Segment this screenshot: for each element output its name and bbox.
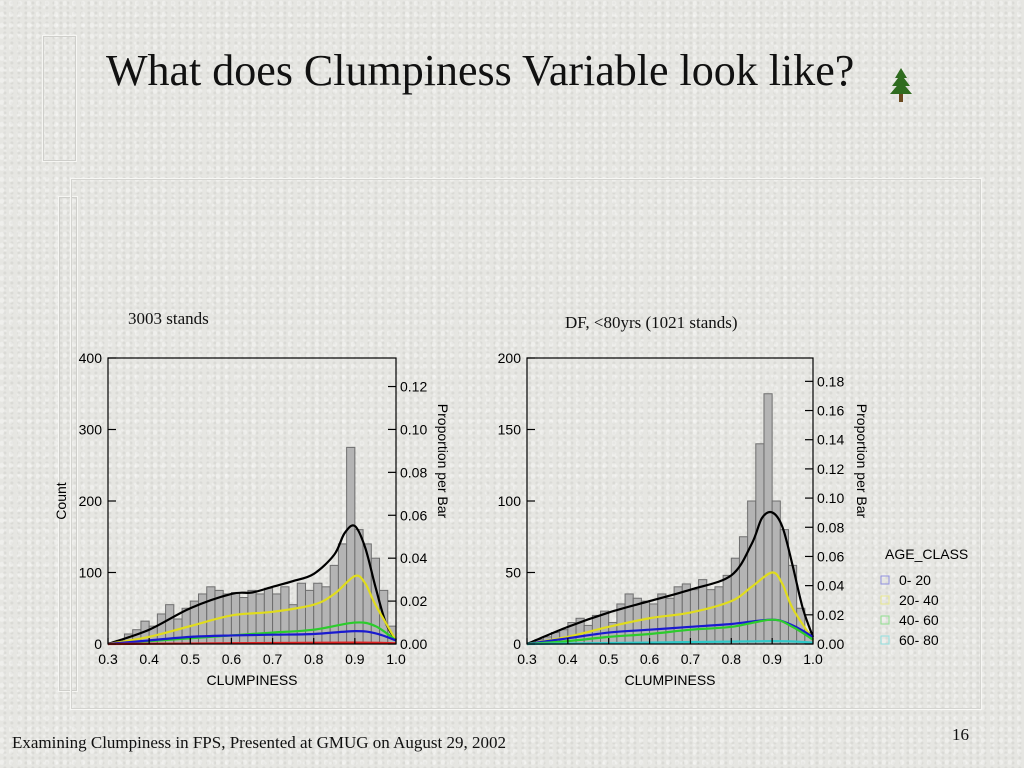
- y-tick-label: 150: [498, 422, 522, 438]
- y-tick-label: 300: [79, 422, 103, 438]
- y2-tick-label: 0.08: [817, 519, 844, 535]
- legend-label: 40- 60: [899, 612, 939, 628]
- series-line: [107, 630, 397, 646]
- legend-swatch: [880, 635, 890, 645]
- legend-label: 0- 20: [899, 572, 931, 588]
- series-line: [107, 524, 397, 646]
- decorative-bar-top: [42, 35, 77, 162]
- histogram-bar: [640, 600, 651, 645]
- legend-swatch: [880, 615, 890, 625]
- x-tick-label: 0.7: [681, 651, 701, 667]
- y2-tick-label: 0.04: [817, 578, 844, 594]
- decorative-bar-left: [58, 196, 78, 692]
- x-tick-label: 0.4: [558, 651, 578, 667]
- y2-axis-label: Proportion per Bar: [435, 404, 451, 519]
- content-frame: [70, 178, 982, 710]
- x-tick-label: 0.9: [762, 651, 782, 667]
- histogram-bar: [272, 593, 282, 645]
- y-tick-label: 100: [79, 565, 103, 581]
- x-tick-label: 0.3: [98, 651, 118, 667]
- histogram-bar: [288, 604, 298, 645]
- y2-axis-label: Proportion per Bar: [854, 404, 870, 519]
- histogram-bar: [255, 593, 265, 645]
- y2-tick-label: 0.04: [400, 550, 427, 566]
- y2-tick-label: 0.10: [400, 421, 427, 437]
- y-tick-label: 200: [79, 493, 103, 509]
- x-axis-label: CLUMPINESS: [624, 672, 715, 688]
- x-tick-label: 0.3: [517, 651, 537, 667]
- series-line: [526, 571, 814, 646]
- y2-tick-label: 0.02: [817, 607, 844, 623]
- x-tick-label: 0.9: [345, 651, 365, 667]
- legend-label: 20- 40: [899, 592, 939, 608]
- x-tick-label: 0.5: [599, 651, 619, 667]
- histogram-bar: [657, 593, 667, 645]
- x-tick-label: 1.0: [803, 651, 823, 667]
- y2-tick-label: 0.08: [400, 464, 427, 480]
- y2-tick-label: 0.12: [817, 461, 844, 477]
- histogram-bar: [714, 586, 724, 645]
- legend-swatch: [880, 595, 890, 605]
- y-tick-label: 50: [505, 565, 521, 581]
- slide-footer: Examining Clumpiness in FPS, Presented a…: [12, 733, 506, 752]
- x-tick-label: 0.5: [181, 651, 201, 667]
- histogram-bar: [698, 579, 708, 645]
- y-tick-label: 100: [498, 493, 522, 509]
- y2-tick-label: 0.16: [817, 403, 844, 419]
- y2-tick-label: 0.06: [400, 507, 427, 523]
- x-tick-label: 0.4: [139, 651, 159, 667]
- chart-caption: 3003 stands: [128, 309, 209, 328]
- tree-icon: [890, 68, 912, 102]
- y2-tick-label: 0.00: [817, 636, 844, 652]
- histogram-bar: [354, 529, 364, 645]
- histogram-bar: [321, 586, 331, 645]
- series-line: [526, 618, 814, 646]
- page-number: 16: [952, 725, 969, 744]
- y-tick-label: 400: [79, 350, 103, 366]
- y2-tick-label: 0.18: [817, 373, 844, 389]
- y2-tick-label: 0.00: [400, 636, 427, 652]
- y-tick-label: 0: [513, 636, 521, 652]
- legend-title: AGE_CLASS: [885, 546, 968, 562]
- series-line: [107, 574, 397, 646]
- histogram-bar: [304, 589, 315, 645]
- y-tick-label: 0: [94, 636, 102, 652]
- x-tick-label: 1.0: [386, 651, 406, 667]
- histogram-bar: [665, 597, 675, 645]
- histogram-bar: [706, 589, 716, 645]
- histogram-bar: [346, 446, 356, 645]
- x-tick-label: 0.6: [222, 651, 242, 667]
- chart-caption: DF, <80yrs (1021 stands): [565, 313, 738, 332]
- series-line: [526, 510, 815, 646]
- y2-tick-label: 0.12: [400, 379, 427, 395]
- x-tick-label: 0.6: [640, 651, 660, 667]
- histogram-bar: [763, 393, 773, 645]
- y2-tick-label: 0.06: [817, 548, 844, 564]
- y-tick-label: 200: [498, 350, 522, 366]
- histogram-bar: [689, 589, 700, 645]
- y2-tick-label: 0.02: [400, 593, 427, 609]
- y2-tick-label: 0.14: [817, 432, 844, 448]
- x-tick-label: 0.8: [722, 651, 742, 667]
- x-tick-label: 0.8: [304, 651, 324, 667]
- histogram-bar: [337, 543, 348, 645]
- legend-swatch: [880, 575, 890, 585]
- y-axis-label: Count: [53, 482, 69, 519]
- histogram-bar: [722, 574, 732, 645]
- slide-title: What does Clumpiness Variable look like?: [106, 46, 855, 95]
- x-axis-label: CLUMPINESS: [206, 672, 297, 688]
- histogram-bar: [239, 597, 249, 645]
- x-tick-label: 0.7: [263, 651, 283, 667]
- histogram-bar: [649, 603, 659, 645]
- histogram-bar: [755, 443, 765, 645]
- legend-label: 60- 80: [899, 632, 939, 648]
- y2-tick-label: 0.10: [817, 490, 844, 506]
